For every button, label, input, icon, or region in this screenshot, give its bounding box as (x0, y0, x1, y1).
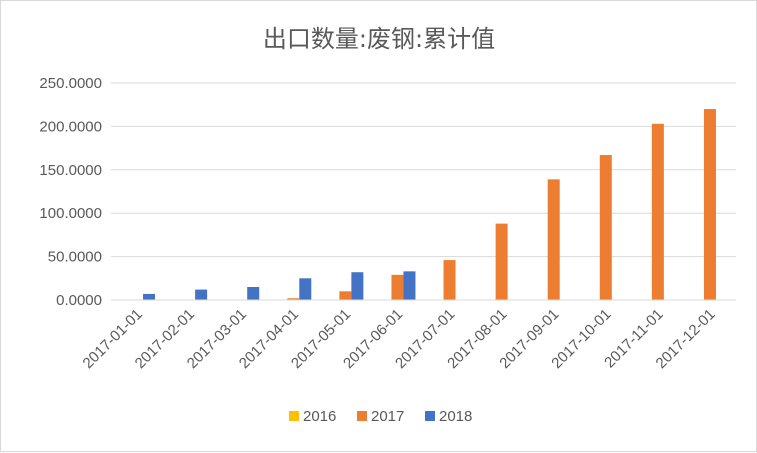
bar-2017-2017-12-01 (703, 109, 716, 300)
bar-2017-2017-06-01 (391, 274, 404, 300)
bar-2018-2017-06-01 (403, 271, 416, 300)
y-tick-label: 0.0000 (56, 292, 102, 309)
bar-2017-2017-07-01 (443, 260, 456, 300)
y-tick-label: 250.0000 (39, 75, 102, 92)
bar-2017-2017-11-01 (651, 123, 664, 301)
legend-label: 2016 (303, 408, 336, 425)
chart-title: 出口数量:废钢:累计值 (263, 25, 495, 53)
bar-2017-2017-10-01 (599, 155, 612, 300)
bar-2018-2017-05-01 (351, 272, 364, 300)
bar-2017-2017-08-01 (495, 223, 508, 300)
legend-swatch (357, 411, 367, 421)
y-axis: 0.0000 50.0000 100.0000 150.0000 200.0000 250… (39, 75, 102, 309)
bars (143, 109, 716, 301)
bar-2017-2017-04-01 (287, 298, 300, 300)
legend-swatch (289, 411, 299, 421)
legend-label: 2017 (371, 408, 404, 425)
y-tick-label: 50.0000 (48, 249, 102, 266)
bar-2018-2017-04-01 (299, 278, 312, 300)
bar-2017-2017-09-01 (547, 179, 560, 300)
y-tick-label: 150.0000 (39, 162, 102, 179)
bar-2018-2017-03-01 (247, 286, 260, 300)
legend-item-2017[interactable]: 2017 (357, 408, 404, 425)
y-tick-label: 200.0000 (39, 118, 102, 135)
legend-label: 2018 (439, 408, 472, 425)
bar-2018-2017-02-01 (195, 289, 208, 300)
y-tick-label: 100.0000 (39, 205, 102, 222)
legend-item-2018[interactable]: 2018 (425, 408, 472, 425)
legend-item-2016[interactable]: 2016 (289, 408, 336, 425)
bar-2017-2017-05-01 (339, 291, 352, 300)
x-axis: 2017-01-012017-02-012017-03-012017-04-01… (80, 299, 736, 372)
legend: 2016 2017 2018 (289, 408, 472, 425)
bar-2018-2017-01-01 (143, 293, 156, 300)
legend-swatch (425, 411, 435, 421)
gridlines (111, 82, 736, 301)
